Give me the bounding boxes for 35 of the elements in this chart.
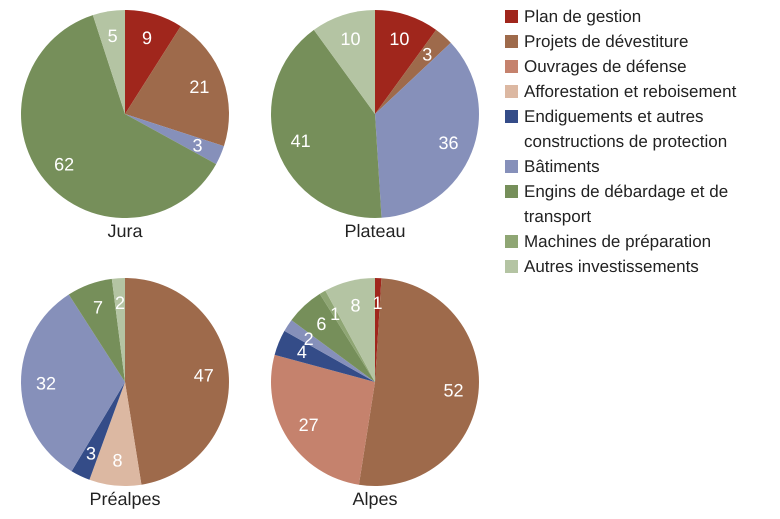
legend-label: Endiguements et autres constructions de protection bbox=[524, 106, 728, 153]
data-label: 8 bbox=[112, 450, 122, 471]
data-label: 52 bbox=[444, 380, 464, 401]
data-label: 10 bbox=[340, 28, 361, 49]
data-label: 5 bbox=[108, 26, 118, 46]
legend-label: Machines de préparation bbox=[524, 231, 712, 253]
data-label: 21 bbox=[189, 77, 210, 98]
data-label: 32 bbox=[36, 373, 56, 394]
data-label: 2 bbox=[304, 328, 314, 349]
data-label: 9 bbox=[142, 28, 152, 48]
data-label: 36 bbox=[438, 133, 459, 154]
legend-label: Engins de débardage et de transport bbox=[524, 181, 730, 228]
data-label: 8 bbox=[350, 295, 361, 316]
data-label: 3 bbox=[422, 44, 432, 65]
slice-label: Jura bbox=[106, 220, 144, 242]
data-label: 10 bbox=[389, 28, 410, 49]
legend-label: Bâtiments bbox=[524, 156, 600, 178]
data-label: 3 bbox=[192, 135, 203, 156]
data-label: 27 bbox=[298, 415, 319, 436]
data-label: 1 bbox=[330, 304, 340, 324]
legend-label: Ouvrages de défense bbox=[524, 56, 687, 78]
slice-label: Préalpes bbox=[88, 488, 162, 510]
slice-label: Alpes bbox=[351, 488, 399, 510]
data-label: 3 bbox=[86, 443, 96, 464]
legend-label: Autres investissements bbox=[524, 256, 699, 278]
data-label: 2 bbox=[114, 293, 125, 314]
slice-label: Plateau bbox=[343, 220, 407, 242]
data-label: 62 bbox=[54, 154, 74, 174]
data-label: 41 bbox=[290, 130, 311, 151]
legend-label: Plan de gestion bbox=[524, 6, 642, 28]
data-label: 6 bbox=[316, 314, 326, 334]
legend-label: Afforestation et reboisement bbox=[524, 81, 736, 103]
data-label: 47 bbox=[194, 366, 214, 386]
data-label: 7 bbox=[92, 298, 103, 318]
legend-label: Projets de dévestiture bbox=[524, 31, 688, 53]
